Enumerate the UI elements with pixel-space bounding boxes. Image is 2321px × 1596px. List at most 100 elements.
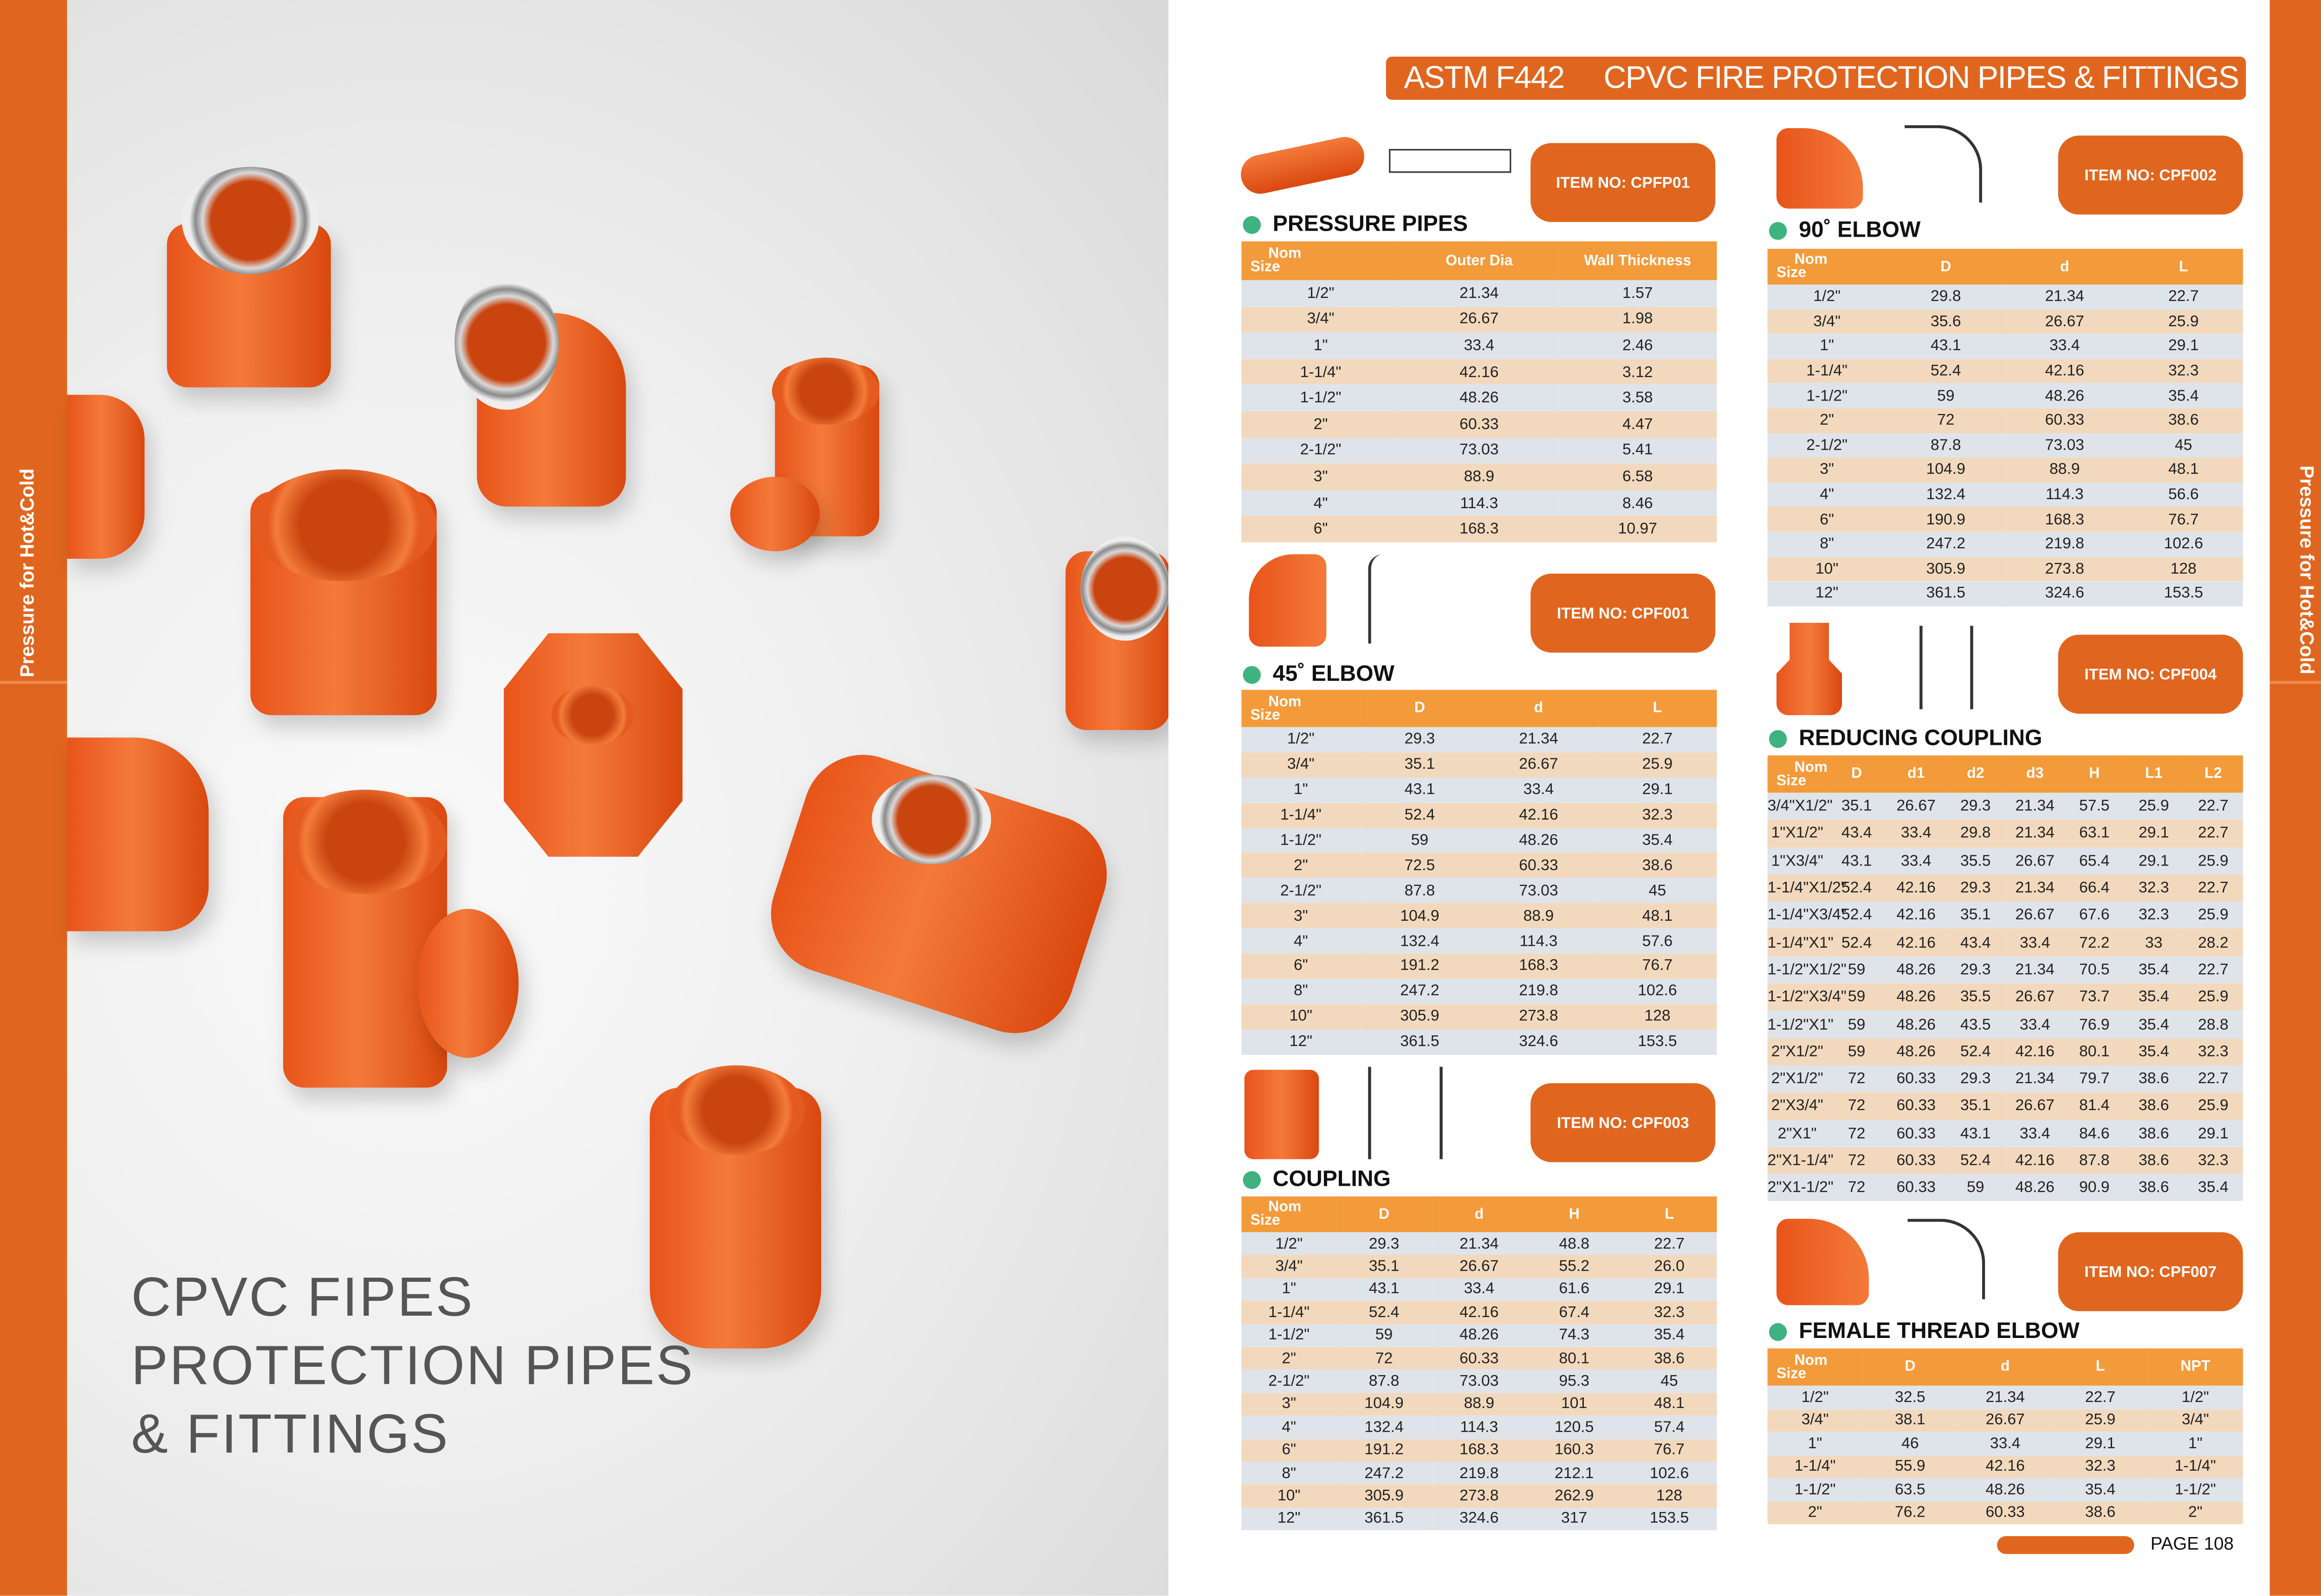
table-cell: 22.7: [2183, 1065, 2243, 1093]
column-header: Nom Size: [1767, 755, 1828, 793]
table-cell: 324.6: [1479, 1029, 1598, 1054]
table-cell: 3/4": [2147, 1409, 2243, 1432]
table-cell: 168.3: [1400, 516, 1559, 543]
table-cell: 3": [1241, 1392, 1337, 1416]
table-row: 3/4" 26.67 1.98: [1241, 306, 1717, 333]
metal-thread: [182, 167, 319, 274]
table-row: 4" 132.4 114.3 120.5 57.4: [1241, 1415, 1717, 1439]
table-cell: 35.4: [1598, 827, 1717, 853]
table-cell: 1.98: [1558, 306, 1717, 333]
table-cell: 2": [1767, 408, 1887, 433]
table-row: 2-1/2" 73.03 5.41: [1241, 437, 1717, 464]
item-no-cpf007: ITEM NO: CPF007: [2058, 1232, 2243, 1312]
table-cell: 33.4: [1479, 777, 1598, 803]
table-cell: 25.9: [2124, 309, 2243, 334]
table-cell: 72: [1827, 1147, 1887, 1175]
table-cell: 35.4: [2124, 1010, 2184, 1038]
table-row: 1"X1/2" 43.4 33.4 29.8 21.34 63.1 29.1 22.7: [1767, 820, 2243, 847]
table-cell: 21.34: [1431, 1232, 1527, 1255]
table-cell: 153.5: [1621, 1507, 1717, 1531]
table-row: 1-1/4"X1/2" 52.4 42.16 29.3 21.34 66.4 32.3 22.…: [1767, 874, 2243, 902]
table-cell: 38.1: [1862, 1409, 1958, 1432]
table-cell: 38.6: [2124, 1065, 2184, 1093]
table-cell: 60.33: [1479, 853, 1598, 879]
table-cell: 73.03: [1431, 1370, 1527, 1393]
table-cell: 73.03: [1400, 437, 1559, 464]
table-cell: 33.4: [1886, 820, 1946, 847]
section-title-text: REDUCING COUPLING: [1799, 725, 2042, 751]
page-banner: ASTM F442 CPVC FIRE PROTECTION PIPES & F…: [1386, 56, 2246, 100]
table-cell: 84.6: [2064, 1119, 2124, 1147]
table-cell: 35.4: [2124, 956, 2184, 984]
table-cell: 1"X3/4": [1767, 847, 1827, 875]
table-cell: 1-1/4": [1767, 1455, 1863, 1478]
column-header: d: [1431, 1196, 1527, 1233]
table-cell: 102.6: [2124, 531, 2243, 557]
table-row: 2"X1/2" 72 60.33 29.3 21.34 79.7 38.6 22.7: [1767, 1065, 2243, 1093]
table-cell: 273.8: [1479, 1004, 1598, 1029]
table-cell: 21.34: [2005, 284, 2124, 310]
table-row: 1/2" 29.3 21.34 22.7: [1241, 727, 1717, 752]
fitting-opening: [668, 1065, 805, 1155]
table-cell: 43.1: [1945, 1119, 2005, 1147]
table-row: 2" 60.33 4.47: [1241, 411, 1717, 438]
table-cell: 2-1/2": [1241, 1370, 1337, 1393]
left-title-line-3: & FITTINGS: [131, 1403, 449, 1465]
column-header: L1: [2124, 755, 2184, 793]
elbow-90-image: [1776, 128, 1863, 209]
table-cell: 219.8: [1479, 978, 1598, 1004]
table-cell: 87.8: [1360, 878, 1479, 904]
table-cell: 21.34: [1479, 727, 1598, 752]
table-row: 1" 43.1 33.4 61.6 29.1: [1241, 1278, 1717, 1301]
table-cell: 48.26: [1400, 385, 1559, 411]
table-cell: 38.6: [1598, 853, 1717, 879]
column-header: d1: [1886, 755, 1946, 793]
table-cell: 5.41: [1558, 437, 1717, 464]
table-cell: 128: [1621, 1484, 1717, 1508]
table-row: 4" 132.4 114.3 57.6: [1241, 928, 1717, 954]
column-header: L: [2124, 249, 2243, 285]
table-cell: 38.6: [2124, 1174, 2184, 1202]
table-row: 1/2" 32.5 21.34 22.7 1/2": [1767, 1385, 2243, 1409]
table-cell: 73.03: [1479, 878, 1598, 904]
table-row: 2" 72 60.33 38.6: [1767, 408, 2243, 433]
bullet-icon: [1243, 665, 1261, 684]
table-cell: 42.16: [2005, 1038, 2065, 1066]
table-cell: 80.1: [1526, 1347, 1622, 1370]
column-header: L: [1598, 690, 1717, 727]
table-cell: 132.4: [1360, 928, 1479, 954]
column-header: NPT: [2147, 1348, 2243, 1386]
table-cell: 65.4: [2064, 847, 2124, 875]
table-cell: 2"X1-1/2": [1767, 1174, 1834, 1202]
table-cell: 3/4": [1767, 1409, 1863, 1432]
section-title-text: PRESSURE PIPES: [1272, 211, 1468, 237]
table-cell: 52.4: [1360, 802, 1479, 828]
table-cell: 57.6: [1598, 928, 1717, 954]
table-cell: 247.2: [1336, 1461, 1432, 1485]
table-cell: 73.7: [2064, 983, 2124, 1011]
table-cell: 25.9: [2183, 901, 2243, 929]
table-cell: 2"X3/4": [1767, 1092, 1827, 1120]
table-row: 8" 247.2 219.8 102.6: [1767, 531, 2243, 557]
table-cell: 25.9: [2183, 1092, 2243, 1120]
elbow-45-drawing: [1368, 554, 1431, 644]
column-header: d: [2005, 249, 2124, 285]
item-no-cpf001: ITEM NO: CPF001: [1530, 574, 1716, 653]
table-cell: 33.4: [1400, 332, 1559, 359]
column-header: Outer Dia: [1400, 241, 1559, 280]
table-cell: 12": [1241, 1507, 1337, 1531]
table-cell: 32.3: [2124, 359, 2243, 384]
table-cell: 25.9: [2124, 792, 2184, 820]
table-cell: 29.8: [1886, 284, 2005, 310]
table-cell: 60.33: [1431, 1347, 1527, 1370]
table-cell: 1-1/2": [1767, 1478, 1863, 1501]
table-row: 8" 247.2 219.8 212.1 102.6: [1241, 1461, 1717, 1485]
table-row: 1-1/2" 59 48.26 74.3 35.4: [1241, 1324, 1717, 1347]
table-cell: 26.67: [1400, 306, 1559, 333]
table-cell: 59: [1827, 956, 1887, 984]
table-row: 1-1/2" 59 48.26 35.4: [1241, 827, 1717, 853]
table-cell: 305.9: [1336, 1484, 1432, 1508]
table-cell: 35.4: [1621, 1324, 1717, 1347]
table-row: 3" 104.9 88.9 48.1: [1767, 458, 2243, 483]
